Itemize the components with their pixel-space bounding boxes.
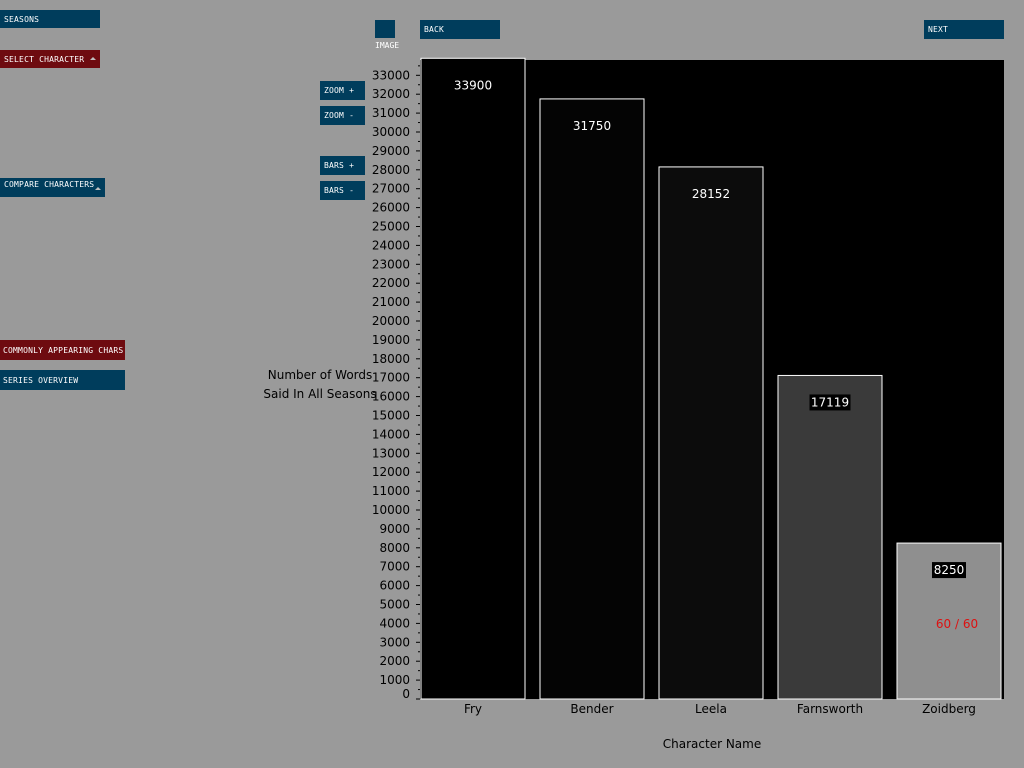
y-tick-label: 26000 [372, 201, 410, 215]
zoom-in-button[interactable]: ZOOM + [320, 81, 365, 100]
commonly-appearing-chars-button[interactable]: COMMONLY APPEARING CHARS [0, 340, 125, 360]
y-tick-label: 10000 [372, 503, 410, 517]
select-character-label: SELECT CHARACTER [4, 54, 85, 64]
y-tick-label: 19000 [372, 333, 410, 347]
dropdown-arrow-icon [95, 187, 101, 190]
compare-characters-dropdown[interactable]: COMPARE CHARACTERS [0, 178, 105, 197]
seasons-button[interactable]: SEASONS [0, 10, 100, 28]
select-character-dropdown[interactable]: SELECT CHARACTER [0, 50, 100, 68]
y-tick-label: 23000 [372, 257, 410, 271]
compare-characters-label: COMPARE CHARACTERS [4, 180, 95, 189]
y-tick-label: 5000 [379, 598, 410, 612]
y-tick-label: 7000 [379, 560, 410, 574]
y-tick-label: 9000 [379, 522, 410, 536]
bar-leela[interactable] [658, 166, 764, 700]
y-tick-label: 8000 [379, 541, 410, 555]
x-tick-label: Leela [695, 702, 727, 716]
y-tick-label: 2000 [379, 654, 410, 668]
y-axis-label-line-2: Said In All Seasons [263, 387, 376, 401]
bars-group: 33900 Fry 31750 Bender 28152 Leela 17119 Farnsw… [420, 57, 1002, 716]
data-label: 28152 [692, 187, 730, 201]
y-tick-label: 15000 [372, 409, 410, 423]
bar-bender[interactable] [539, 98, 645, 700]
y-tick-label: 6000 [379, 579, 410, 593]
y-tick-label: 32000 [372, 87, 410, 101]
y-tick-label: 21000 [372, 295, 410, 309]
y-tick-label: 16000 [372, 390, 410, 404]
episode-counter: 60 / 60 [936, 617, 978, 631]
image-label: IMAGE [375, 41, 400, 50]
y-tick-label: 24000 [372, 238, 410, 252]
y-tick-label: 17000 [372, 371, 410, 385]
y-tick-label: 27000 [372, 182, 410, 196]
y-tick-label: 30000 [372, 125, 410, 139]
back-button[interactable]: BACK [420, 20, 500, 39]
data-label-background [809, 394, 851, 411]
y-tick-label: 22000 [372, 276, 410, 290]
y-tick-label: 20000 [372, 314, 410, 328]
data-label: 31750 [573, 119, 611, 133]
x-axis-label: Character Name [663, 737, 761, 751]
data-label: 33900 [454, 78, 492, 92]
bar-fry[interactable] [420, 57, 526, 700]
y-tick-label: 0 [402, 687, 410, 701]
y-tick-label: 25000 [372, 220, 410, 234]
bar-farnsworth[interactable] [777, 374, 883, 700]
next-button[interactable]: NEXT [924, 20, 1004, 39]
series-overview-button[interactable]: SERIES OVERVIEW [0, 370, 125, 390]
bars-more-button[interactable]: BARS + [320, 156, 365, 175]
y-tick-label: 12000 [372, 465, 410, 479]
data-label-background [932, 562, 966, 579]
y-axis-label-line-1: Number of Words [268, 368, 373, 382]
y-tick-label: 1000 [379, 673, 410, 687]
image-button[interactable] [375, 20, 395, 38]
data-label: 8250 [934, 563, 965, 577]
data-label: 17119 [811, 395, 849, 409]
y-tick-label: 28000 [372, 163, 410, 177]
y-tick-label: 4000 [379, 616, 410, 630]
y-tick-label: 18000 [372, 352, 410, 366]
x-tick-label: Fry [464, 702, 482, 716]
x-tick-label: Farnsworth [797, 702, 863, 716]
x-tick-label: Bender [570, 702, 613, 716]
y-tick-label: 13000 [372, 446, 410, 460]
y-tick-label: 29000 [372, 144, 410, 158]
y-tick-label: 33000 [372, 68, 410, 82]
zoom-out-button[interactable]: ZOOM - [320, 106, 365, 125]
dropdown-arrow-icon [90, 57, 96, 60]
x-tick-label: Zoidberg [922, 702, 976, 716]
bars-less-button[interactable]: BARS - [320, 181, 365, 200]
y-tick-label: 31000 [372, 106, 410, 120]
y-tick-label: 14000 [372, 427, 410, 441]
y-tick-label: 11000 [372, 484, 410, 498]
y-tick-label: 3000 [379, 635, 410, 649]
